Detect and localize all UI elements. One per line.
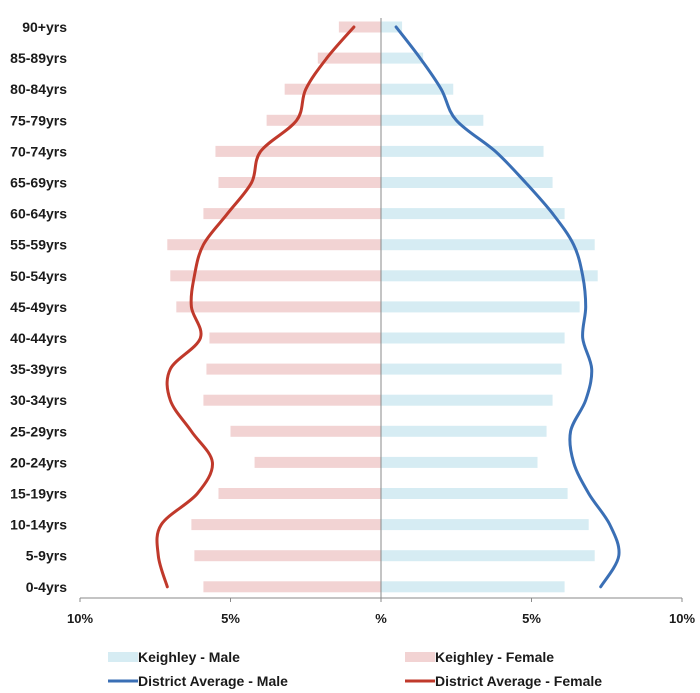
bar-male-15 xyxy=(381,488,568,499)
bar-female-8 xyxy=(170,270,381,282)
bar-female-15 xyxy=(218,488,381,499)
bar-male-16 xyxy=(381,519,589,531)
bar-female-16 xyxy=(191,519,381,531)
x-tick-label-4: 10% xyxy=(669,611,695,626)
x-tick-label-0: 10% xyxy=(67,611,93,626)
category-label-6: 60-64yrs xyxy=(10,206,67,222)
category-label-18: 0-4yrs xyxy=(26,579,67,595)
bar-female-12 xyxy=(203,394,381,406)
bar-male-13 xyxy=(381,425,547,437)
category-label-12: 30-34yrs xyxy=(10,392,67,408)
axis-layer xyxy=(79,18,683,602)
category-label-8: 50-54yrs xyxy=(10,268,67,284)
bar-male-18 xyxy=(381,581,565,593)
bar-female-14 xyxy=(254,456,381,468)
category-label-2: 80-84yrs xyxy=(10,81,67,97)
category-label-14: 20-24yrs xyxy=(10,454,67,470)
bar-male-4 xyxy=(381,145,544,157)
bar-female-1 xyxy=(317,52,381,64)
legend-label-1: Keighley - Female xyxy=(435,649,554,665)
bar-male-3 xyxy=(381,114,484,126)
bar-female-9 xyxy=(176,301,381,313)
category-label-3: 75-79yrs xyxy=(10,112,67,128)
bar-female-7 xyxy=(167,239,381,251)
bar-female-17 xyxy=(194,550,381,562)
category-label-7: 55-59yrs xyxy=(10,237,67,253)
x-tick-label-2: % xyxy=(375,611,387,626)
category-label-9: 45-49yrs xyxy=(10,299,67,315)
category-label-10: 40-44yrs xyxy=(10,330,67,346)
bar-male-14 xyxy=(381,456,538,468)
bar-male-6 xyxy=(381,208,565,220)
bar-female-2 xyxy=(284,83,381,95)
bar-male-5 xyxy=(381,177,553,188)
category-label-16: 10-14yrs xyxy=(10,517,67,533)
bar-female-5 xyxy=(218,177,381,188)
bar-female-18 xyxy=(203,581,381,593)
category-label-1: 85-89yrs xyxy=(10,50,67,66)
bar-male-2 xyxy=(381,83,454,95)
bar-male-1 xyxy=(381,52,424,64)
category-label-13: 25-29yrs xyxy=(10,423,67,439)
bar-female-10 xyxy=(209,332,381,344)
bar-male-17 xyxy=(381,550,595,562)
legend-swatch-0 xyxy=(108,652,138,662)
category-label-5: 65-69yrs xyxy=(10,175,67,191)
category-label-0: 90+yrs xyxy=(22,19,67,35)
bar-female-13 xyxy=(230,425,381,437)
category-label-4: 70-74yrs xyxy=(10,143,67,159)
x-tick-label-1: 5% xyxy=(221,611,240,626)
bar-male-10 xyxy=(381,332,565,344)
bar-male-8 xyxy=(381,270,598,282)
legend-label-2: District Average - Male xyxy=(138,673,288,689)
category-label-17: 5-9yrs xyxy=(26,548,67,564)
bar-male-12 xyxy=(381,394,553,406)
labels-layer: 10% 5%% 5% 10% 90+yrs 85-89yrs 80-84yrs 75-79yr… xyxy=(10,19,695,626)
bar-female-0 xyxy=(338,21,381,33)
legend-label-0: Keighley - Male xyxy=(138,649,240,665)
lines-layer xyxy=(155,25,621,589)
bar-male-0 xyxy=(381,21,403,33)
legend-swatch-1 xyxy=(405,652,435,662)
bar-female-6 xyxy=(203,208,381,220)
bars-layer xyxy=(167,21,598,593)
legend: Keighley - Male Keighley - Female District… xyxy=(108,649,602,689)
line-district-male xyxy=(394,25,621,589)
category-label-15: 15-19yrs xyxy=(10,486,67,502)
category-label-11: 35-39yrs xyxy=(10,361,67,377)
legend-label-3: District Average - Female xyxy=(435,673,602,689)
bar-female-4 xyxy=(215,145,381,157)
bar-female-3 xyxy=(266,114,381,126)
line-district-female xyxy=(155,25,356,589)
bar-female-11 xyxy=(206,363,381,375)
bar-male-7 xyxy=(381,239,595,251)
x-tick-label-3: 5% xyxy=(522,611,541,626)
bar-male-11 xyxy=(381,363,562,375)
bar-male-9 xyxy=(381,301,580,313)
